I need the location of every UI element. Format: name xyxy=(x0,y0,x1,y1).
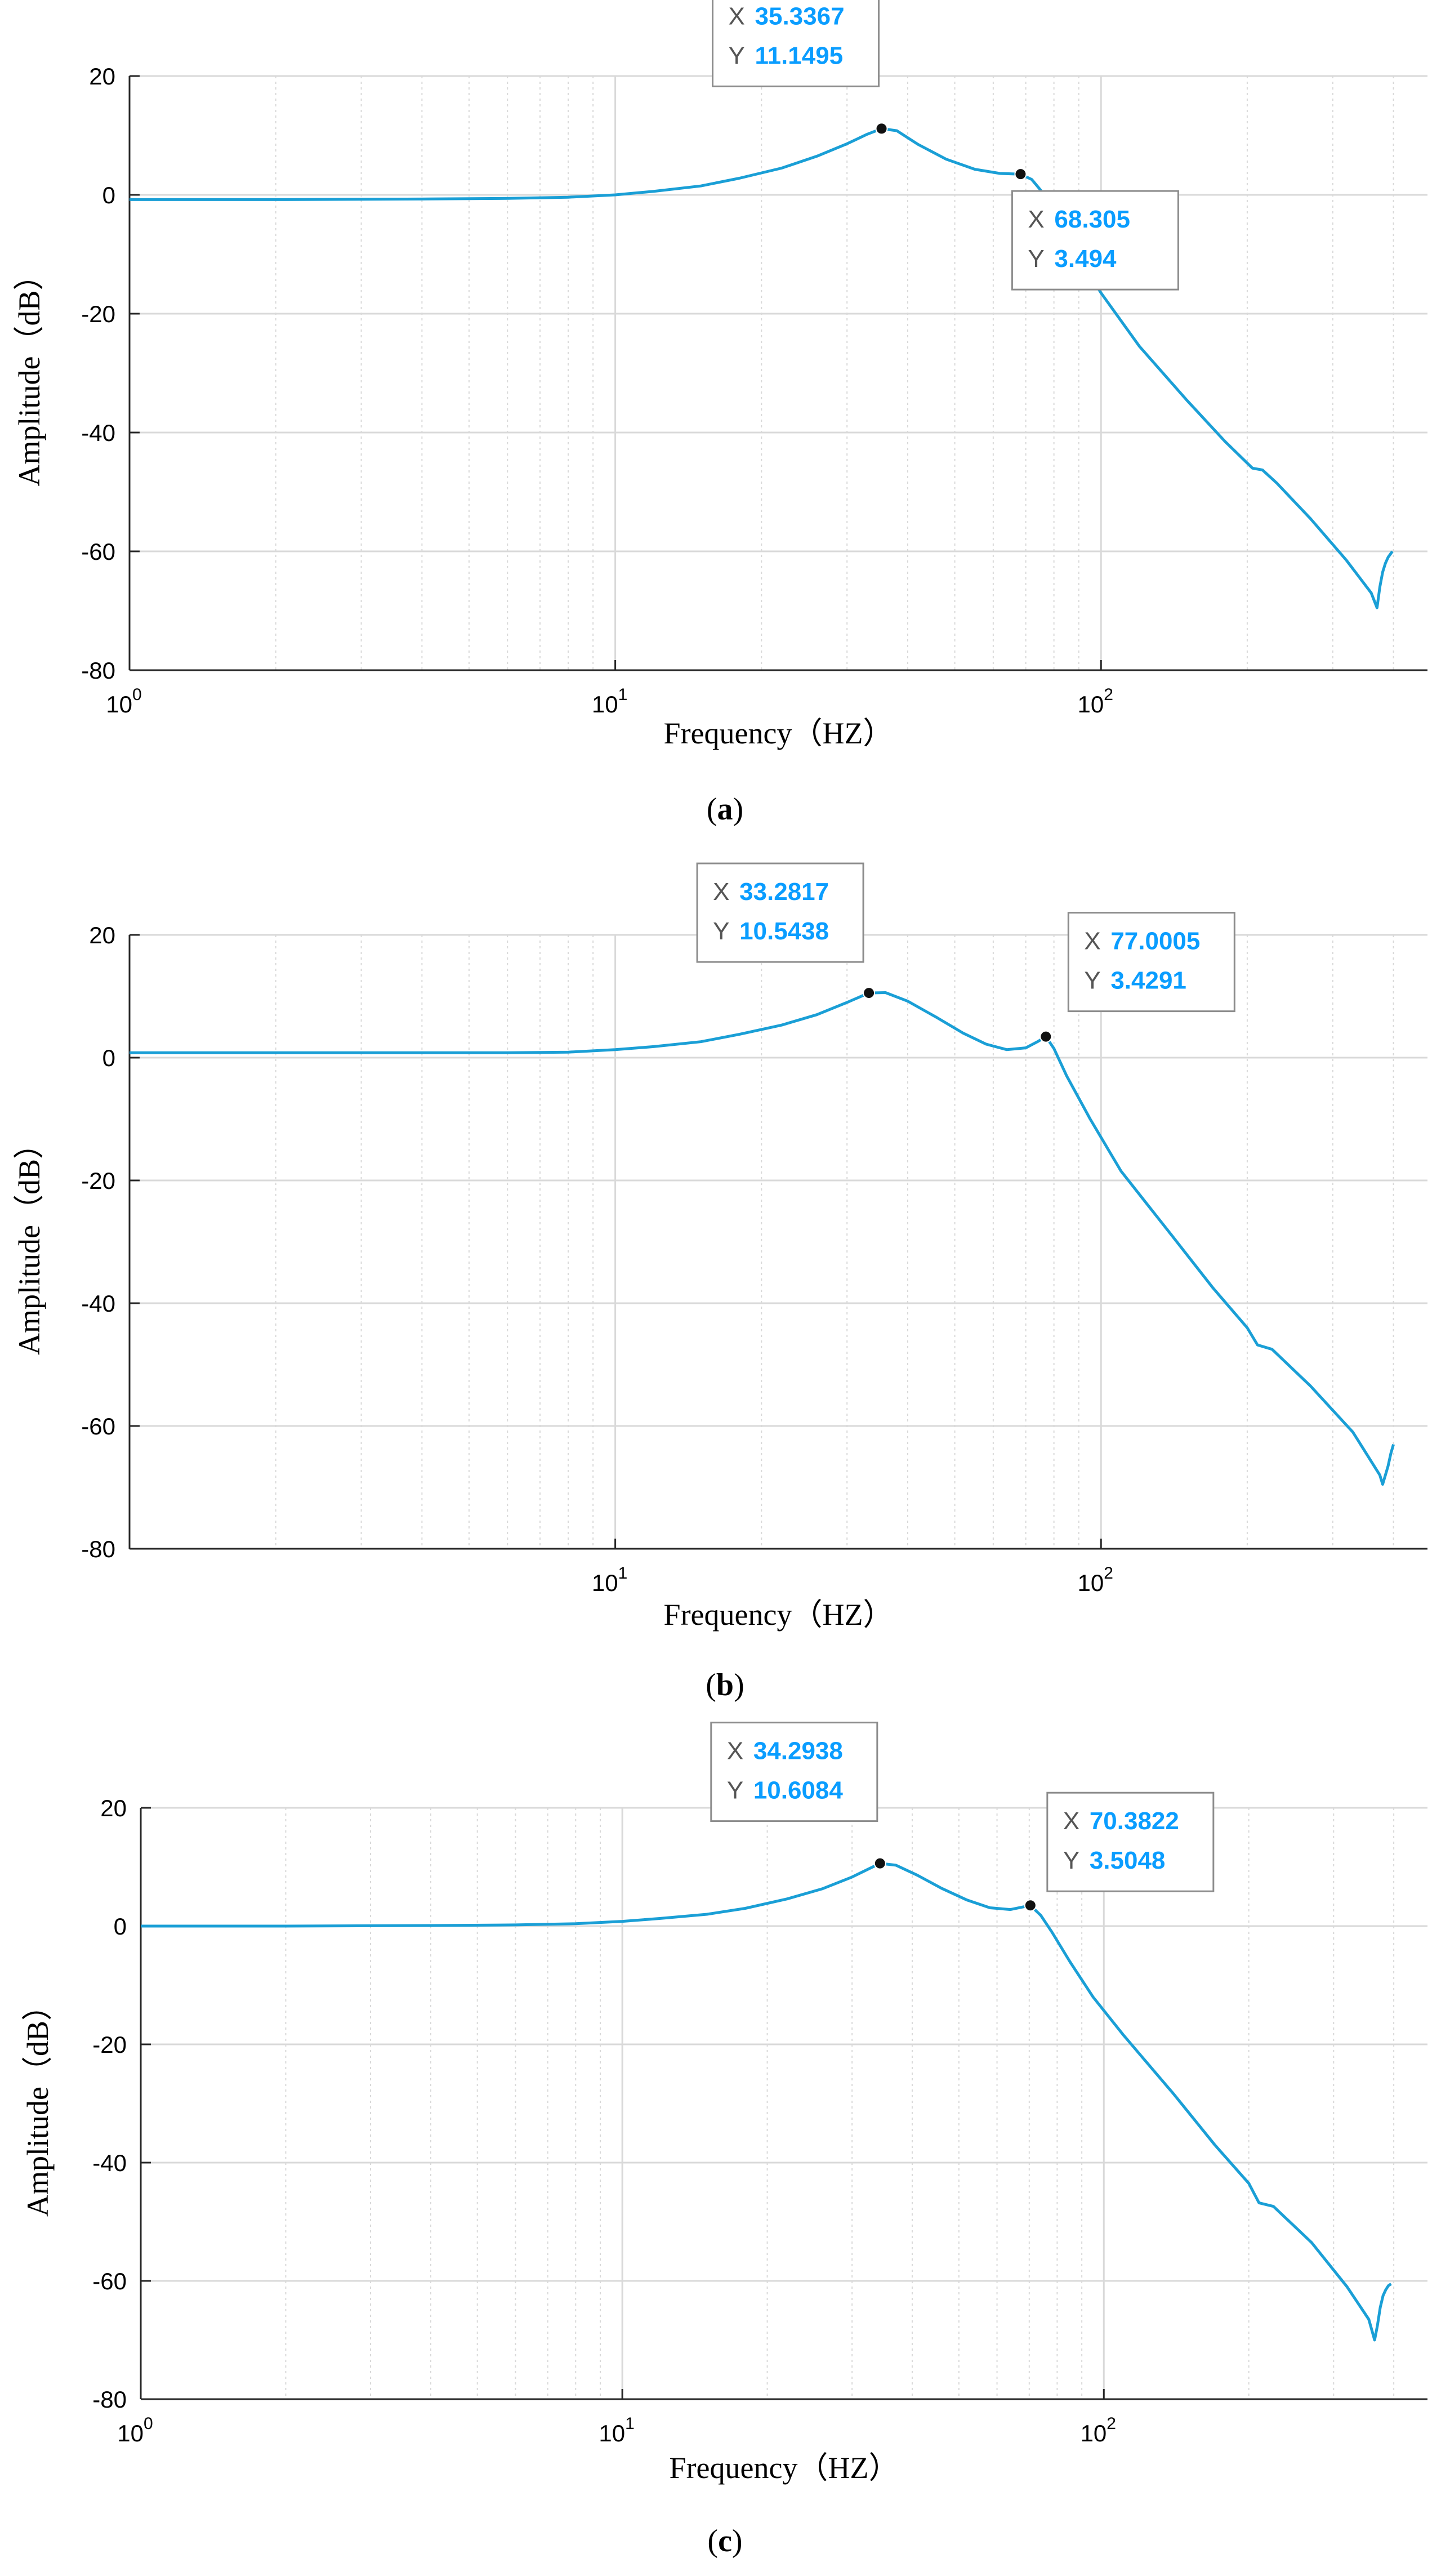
chart-c-grid xyxy=(141,1807,1427,2400)
caption-c: (c) xyxy=(707,2524,743,2559)
chart-b-y-tick-label: -40 xyxy=(81,1290,115,1317)
caption-a: (a) xyxy=(706,792,744,827)
chart-c-datatip-marker xyxy=(1024,1899,1037,1912)
chart-b-y-tick-label: -60 xyxy=(81,1413,115,1439)
chart-c-datatip-x-value: 70.3822 xyxy=(1090,1807,1179,1835)
chart-c-xlabel: Frequency（HZ） xyxy=(670,2451,899,2485)
chart-panel-a: 20 0 -20 -40 -60 -80 100 101 102 Frequency（HZ） Amp… xyxy=(0,0,1450,867)
chart-c-datatip-marker xyxy=(873,1857,886,1870)
chart-c-datatip: X 34.2938 Y 10.6084 xyxy=(710,1722,886,1870)
chart-a-datatip-x-value: 68.305 xyxy=(1054,206,1130,233)
chart-c-y-tick-label: -60 xyxy=(92,2268,127,2294)
chart-a-datatip-y-value: 11.1495 xyxy=(755,42,844,69)
chart-c-y-tick-label: -20 xyxy=(92,2031,127,2058)
chart-c-x-tick-label: 100 xyxy=(117,2414,153,2446)
chart-b-y-tick-label: 0 xyxy=(102,1045,115,1071)
chart-b-xlabel: Frequency（HZ） xyxy=(664,1598,894,1632)
chart-b-datatip-marker xyxy=(1039,1030,1052,1043)
chart-b-ylabel: Amplitude（dB） xyxy=(12,1129,46,1355)
chart-a-datatip-x-label: X xyxy=(729,2,745,30)
chart-a-grid xyxy=(130,75,1427,671)
chart-b-datatip-y-value: 3.4291 xyxy=(1110,967,1186,995)
chart-c-datatip-box xyxy=(1046,1791,1215,1892)
chart-a-datatip-y-label: Y xyxy=(1028,245,1044,273)
chart-c-datatip-x-value: 34.2938 xyxy=(753,1737,843,1765)
chart-panel-b: 20 0 -20 -40 -60 -80 101 102 Frequency（HZ） Amplit… xyxy=(0,862,1450,1746)
chart-c-ylabel: Amplitude（dB） xyxy=(21,1990,55,2217)
chart-a-ylabel: Amplitude（dB） xyxy=(12,260,46,487)
chart-b-y-tick-label: -80 xyxy=(81,1536,115,1562)
chart-b-datatip-x-value: 33.2817 xyxy=(739,878,829,906)
chart-c-datatip-y-label: Y xyxy=(727,1777,743,1804)
chart-c-datatip-x-label: X xyxy=(727,1737,743,1765)
chart-a-datatip-box xyxy=(1011,190,1179,291)
chart-a-y-tick-label: -60 xyxy=(81,538,115,565)
chart-c-datatip-box xyxy=(710,1722,878,1822)
chart-b-x-tick-label: 101 xyxy=(592,1564,627,1596)
chart-a-datatip-y-value: 3.494 xyxy=(1054,245,1117,273)
chart-b-datatip: X 77.0005 Y 3.4291 xyxy=(1039,912,1235,1043)
chart-c-series-line xyxy=(141,1862,1392,2342)
chart-b-datatip-y-label: Y xyxy=(713,917,729,945)
chart-b-datatip-y-label: Y xyxy=(1084,967,1100,995)
chart-b-series-line xyxy=(130,991,1395,1486)
chart-c-y-tick-label: -40 xyxy=(92,2150,127,2176)
chart-a-y-tick-label: 20 xyxy=(89,63,115,90)
chart-a-datatip-marker xyxy=(1014,168,1027,181)
chart-a-datatip-x-label: X xyxy=(1028,206,1044,233)
chart-a-datatip: X 68.305 Y 3.494 xyxy=(1011,168,1179,291)
chart-a-y-tick-label: 0 xyxy=(102,182,115,208)
chart-b-y-tick-label: 20 xyxy=(89,922,115,948)
chart-a-x-tick-label: 101 xyxy=(592,685,627,717)
chart-c-datatip: X 70.3822 Y 3.5048 xyxy=(1024,1791,1215,1912)
chart-c-y-tick-label: 0 xyxy=(114,1913,127,1940)
chart-c-y-tick-label: 20 xyxy=(100,1795,127,1821)
chart-a-datatip-box xyxy=(712,0,880,87)
chart-a-y-tick-label: -20 xyxy=(81,301,115,327)
chart-b-y-tick-label: -20 xyxy=(81,1167,115,1194)
chart-a-datatip-y-label: Y xyxy=(729,42,745,69)
chart-b-datatip-box xyxy=(1067,912,1235,1013)
chart-c-datatip-y-value: 3.5048 xyxy=(1090,1847,1166,1874)
chart-c-datatip-x-label: X xyxy=(1063,1807,1079,1835)
chart-b-datatip-box xyxy=(696,862,864,963)
chart-c-datatip-y-value: 10.6084 xyxy=(753,1777,844,1804)
chart-a-y-tick-label: -40 xyxy=(81,420,115,446)
chart-b-x-tick-label: 102 xyxy=(1078,1564,1113,1596)
chart-b-datatip-marker xyxy=(863,987,876,1000)
chart-b-datatip-x-label: X xyxy=(713,878,729,906)
chart-a-datatip-x-value: 35.3367 xyxy=(755,2,845,30)
chart-b-datatip-x-label: X xyxy=(1084,928,1100,955)
chart-c-x-tick-label: 102 xyxy=(1081,2414,1116,2446)
chart-c-x-tick-label: 101 xyxy=(599,2414,634,2446)
chart-b-datatip: X 33.2817 Y 10.5438 xyxy=(696,862,876,1000)
chart-a-xlabel: Frequency（HZ） xyxy=(664,716,894,750)
chart-a-y-tick-label: -80 xyxy=(81,657,115,684)
caption-b: (b) xyxy=(706,1668,744,1703)
chart-a-datatip-marker xyxy=(875,122,888,135)
chart-a-x-tick-label: 102 xyxy=(1078,685,1113,717)
chart-b-datatip-x-value: 77.0005 xyxy=(1110,928,1200,955)
chart-b-svg: 20 0 -20 -40 -60 -80 101 102 Frequency（HZ） Amplit… xyxy=(12,862,1427,1632)
chart-c-datatip-y-label: Y xyxy=(1063,1847,1079,1874)
chart-panel-c: 20 0 -20 -40 -60 -80 100 101 102 Frequency（HZ） Amp… xyxy=(0,1722,1450,2576)
chart-c-y-tick-label: -80 xyxy=(92,2386,127,2413)
chart-b-datatip-y-value: 10.5438 xyxy=(739,917,829,945)
chart-a-datatip: X 35.3367 Y 11.1495 xyxy=(712,0,888,135)
chart-a-x-tick-label: 100 xyxy=(106,685,141,717)
